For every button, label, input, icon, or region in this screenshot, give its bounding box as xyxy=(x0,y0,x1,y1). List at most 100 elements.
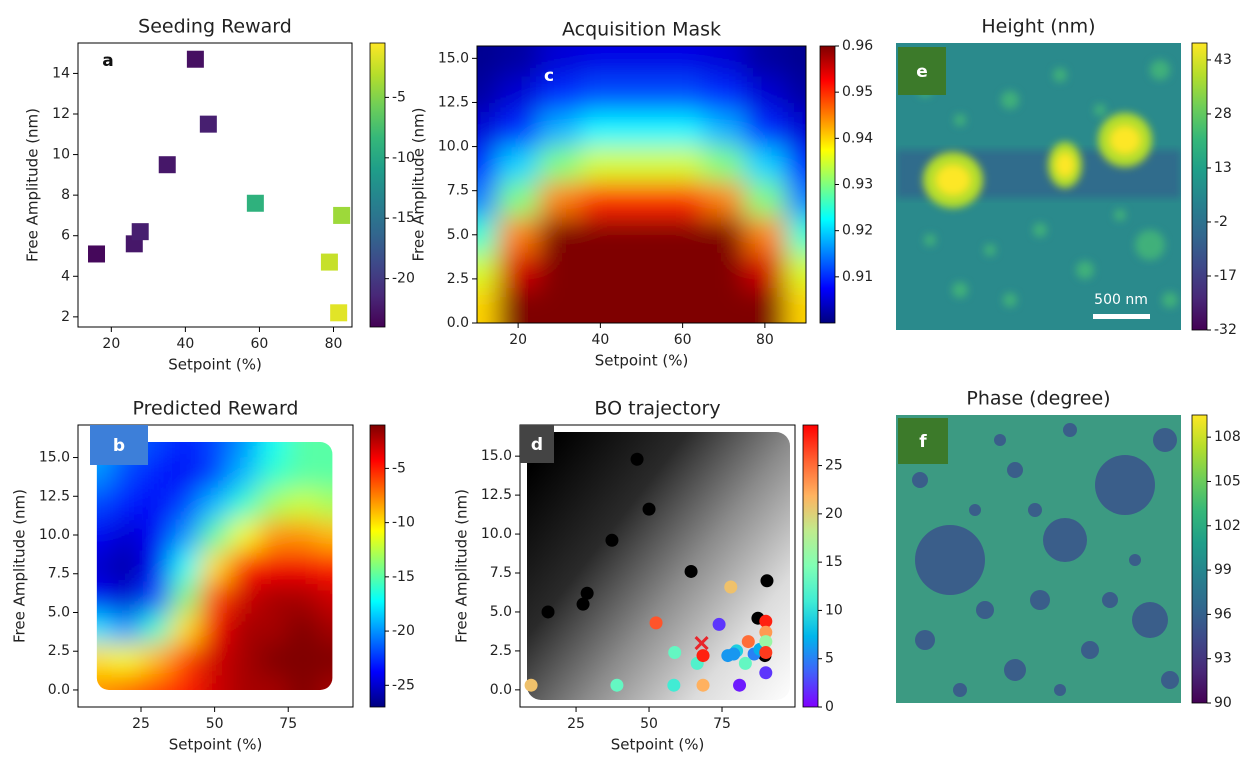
y-tick-label: 2.5 xyxy=(48,643,70,659)
heatmap-cell xyxy=(259,551,289,582)
heatmap-cell xyxy=(580,182,622,218)
y-tick-label: 12 xyxy=(52,106,70,122)
heatmap-cell xyxy=(259,489,289,520)
x-tick-label: 60 xyxy=(674,332,692,348)
point xyxy=(247,195,264,212)
y-axis-label: Free Amplitude (nm) xyxy=(410,107,428,261)
heatmap-cell xyxy=(744,1,786,77)
heatmap-cell xyxy=(703,76,745,112)
plot-frame xyxy=(78,43,352,327)
x-tick-label: 20 xyxy=(509,332,527,348)
heatmap-cell xyxy=(498,147,540,183)
heatmap-cell xyxy=(662,76,704,112)
heatmap-cell xyxy=(141,489,171,520)
panel-label: c xyxy=(544,66,554,86)
colorbar-tick-label: 108 xyxy=(1214,429,1241,445)
point xyxy=(132,223,149,240)
heatmap-cell xyxy=(288,674,318,745)
heatmap-cell xyxy=(229,551,259,582)
colorbar-tick-label: 102 xyxy=(1214,518,1241,534)
y-tick-label: 0.0 xyxy=(447,315,469,331)
heatmap-cell xyxy=(621,217,663,253)
chart-title: Seeding Reward xyxy=(138,16,292,38)
point xyxy=(733,679,746,692)
point xyxy=(759,666,772,679)
colorbar-tick-label: 90 xyxy=(1214,695,1232,711)
colorbar-tick-label: 0.93 xyxy=(842,177,873,193)
heatmap-cell xyxy=(703,111,745,147)
x-tick-label: 40 xyxy=(176,336,194,352)
heatmap-cell xyxy=(539,147,581,183)
seed-point xyxy=(605,534,618,547)
x-axis-label: Setpoint (%) xyxy=(611,736,705,754)
heatmap-cell xyxy=(229,612,259,643)
heatmap-cell xyxy=(621,182,663,218)
heatmap-cell xyxy=(703,182,745,218)
heatmap-cell xyxy=(200,551,230,582)
y-tick-label: 15.0 xyxy=(481,448,512,464)
y-axis-label: Free Amplitude (nm) xyxy=(453,489,471,643)
seed-point xyxy=(685,565,698,578)
heatmap-cell xyxy=(744,217,786,253)
heatmap-cell xyxy=(200,520,230,551)
point xyxy=(333,207,350,224)
chart-title: Predicted Reward xyxy=(133,398,299,420)
heatmap-cell xyxy=(141,551,171,582)
heatmap-cell xyxy=(112,674,142,745)
y-tick-label: 7.5 xyxy=(490,565,512,581)
heatmap-cell xyxy=(498,182,540,218)
heatmap-cell xyxy=(621,147,663,183)
heatmap-cell xyxy=(498,252,540,288)
colorbar-tick-label: 0.95 xyxy=(842,84,873,100)
x-tick-label: 80 xyxy=(756,332,774,348)
heatmap-cell xyxy=(539,217,581,253)
heatmap-cell xyxy=(288,489,318,520)
heatmap-cell xyxy=(621,76,663,112)
heatmap-cell xyxy=(170,551,200,582)
x-tick-label: 75 xyxy=(279,716,297,732)
heatmap-cells xyxy=(416,1,867,364)
heatmap-cell xyxy=(580,217,622,253)
heatmap-cell xyxy=(288,458,318,489)
heatmap-cell xyxy=(662,252,704,288)
heatmap-cell xyxy=(539,182,581,218)
colorbar-tick-label: 43 xyxy=(1214,52,1232,68)
point xyxy=(200,116,217,133)
point xyxy=(610,679,623,692)
x-axis-label: Setpoint (%) xyxy=(168,356,262,374)
heatmap-cell xyxy=(498,111,540,147)
heatmap-cell xyxy=(288,520,318,551)
y-tick-label: 10.0 xyxy=(39,527,70,543)
colorbar-tick-label: 0.92 xyxy=(842,223,873,239)
heatmap-cell xyxy=(259,581,289,612)
colorbar-tick-label: -2 xyxy=(1214,214,1228,230)
heatmap-cell xyxy=(703,252,745,288)
heatmap-cell xyxy=(703,288,745,364)
heatmap-cell xyxy=(288,581,318,612)
heatmap-cell xyxy=(744,182,786,218)
heatmap-cell xyxy=(539,252,581,288)
point xyxy=(187,51,204,68)
seed-point xyxy=(542,605,555,618)
point xyxy=(742,635,755,648)
y-tick-label: 15.0 xyxy=(438,50,469,66)
y-tick-label: 0.0 xyxy=(490,682,512,698)
chart-title: Acquisition Mask xyxy=(562,19,721,41)
y-tick-label: 6 xyxy=(61,228,70,244)
y-tick-label: 2.5 xyxy=(490,643,512,659)
point xyxy=(159,156,176,173)
y-tick-label: 4 xyxy=(61,268,70,284)
heatmap-cell xyxy=(170,612,200,643)
x-tick-label: 50 xyxy=(640,716,658,732)
colorbar-tick-label: -10 xyxy=(392,515,415,531)
point xyxy=(668,646,681,659)
heatmap-cell xyxy=(112,643,142,674)
heatmap-cell xyxy=(141,612,171,643)
point xyxy=(321,254,338,271)
y-tick-label: 0.0 xyxy=(48,682,70,698)
chart-title: Phase (degree) xyxy=(966,388,1110,410)
colorbar-tick-label: 0.96 xyxy=(842,38,873,54)
colorbar-tick-label: -5 xyxy=(392,460,406,476)
seed-point xyxy=(643,503,656,516)
heatmap-cell xyxy=(621,252,663,288)
